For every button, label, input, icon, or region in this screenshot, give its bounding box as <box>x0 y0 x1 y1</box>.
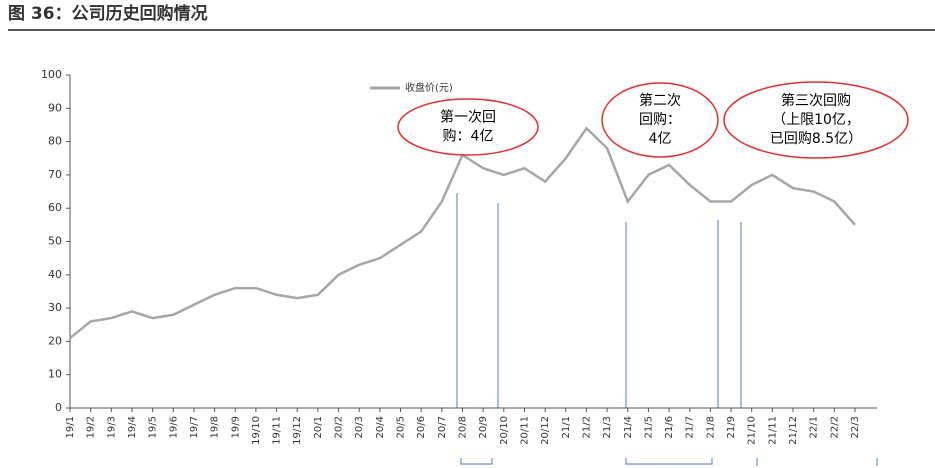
x-tick-label: 20/7 <box>437 416 448 438</box>
x-tick-label: 19/11 <box>272 416 283 445</box>
x-tick-label: 22/1 <box>809 416 820 438</box>
x-tick-label: 20/9 <box>478 416 489 438</box>
x-tick-label: 21/5 <box>643 416 654 438</box>
y-tick-label: 40 <box>48 268 62 281</box>
price-line <box>69 126 856 340</box>
x-tick-label: 20/2 <box>334 416 345 438</box>
annotation-text: 已回购8.5亿） <box>770 131 862 147</box>
annotation-ellipse <box>397 98 539 156</box>
x-tick-label: 20/5 <box>396 416 407 438</box>
buyback-markers <box>456 193 878 466</box>
x-tick-label: 21/1 <box>561 416 572 438</box>
x-tick-label: 19/3 <box>106 416 117 438</box>
annotation-text: 第三次回购 <box>781 92 851 109</box>
x-tick-label: 21/11 <box>767 416 778 445</box>
x-tick-label: 19/5 <box>148 416 159 438</box>
y-tick-label: 80 <box>48 135 62 148</box>
chart-title: 图 36：公司历史回购情况 <box>8 3 208 24</box>
annotation-text: 购：4亿 <box>443 129 494 145</box>
x-tick-label: 20/10 <box>499 416 510 445</box>
y-tick-label: 60 <box>48 201 62 214</box>
x-tick-label: 21/7 <box>685 416 696 438</box>
x-tick-label: 20/3 <box>354 416 365 438</box>
x-tick-label: 21/2 <box>581 416 592 438</box>
x-tick-label: 20/6 <box>416 416 427 438</box>
y-tick-label: 100 <box>41 68 62 81</box>
annotation-text: 回购： <box>639 112 681 128</box>
x-tick-label: 21/8 <box>705 416 716 438</box>
x-tick-label: 19/10 <box>251 416 262 445</box>
x-tick-label: 19/8 <box>210 416 221 438</box>
x-tick-label: 19/9 <box>230 416 241 438</box>
x-tick-label: 21/4 <box>623 416 634 438</box>
x-tick-label: 19/1 <box>65 416 76 438</box>
annotation-text: 第一次回 <box>440 109 496 126</box>
y-tick-label: 30 <box>48 301 62 314</box>
x-tick-label: 21/6 <box>664 416 675 438</box>
y-tick-label: 70 <box>48 168 62 181</box>
x-tick-label: 20/1 <box>313 416 324 438</box>
y-tick-label: 90 <box>48 101 62 114</box>
y-tick-label: 50 <box>48 235 62 248</box>
annotation-text: 第二次 <box>639 92 681 109</box>
x-tick-label: 20/4 <box>375 416 386 438</box>
x-tick-label: 19/2 <box>86 416 97 438</box>
x-tick-label: 22/2 <box>829 416 840 438</box>
annotation-ellipse <box>601 82 719 158</box>
x-tick-label: 22/3 <box>850 416 861 438</box>
x-tick-label: 19/7 <box>189 416 200 438</box>
x-tick-label: 19/12 <box>292 416 303 445</box>
y-tick-label: 10 <box>48 368 62 381</box>
annotation-text: （上限10亿， <box>772 112 860 128</box>
y-tick-label: 20 <box>48 334 62 347</box>
annotation-ellipse <box>723 81 909 159</box>
x-tick-label: 21/12 <box>788 416 799 445</box>
x-tick-label: 21/9 <box>726 416 737 438</box>
annotation-text: 4亿 <box>649 131 672 147</box>
legend-label: 收盘价(元) <box>405 81 453 94</box>
x-tick-label: 20/8 <box>458 416 469 438</box>
x-tick-label: 21/3 <box>602 416 613 438</box>
x-tick-label: 19/6 <box>168 416 179 438</box>
x-tick-label: 20/11 <box>519 416 530 445</box>
x-tick-label: 21/10 <box>747 416 758 445</box>
y-tick-label: 0 <box>55 401 62 414</box>
x-tick-label: 20/12 <box>540 416 551 445</box>
x-tick-label: 19/4 <box>127 416 138 438</box>
